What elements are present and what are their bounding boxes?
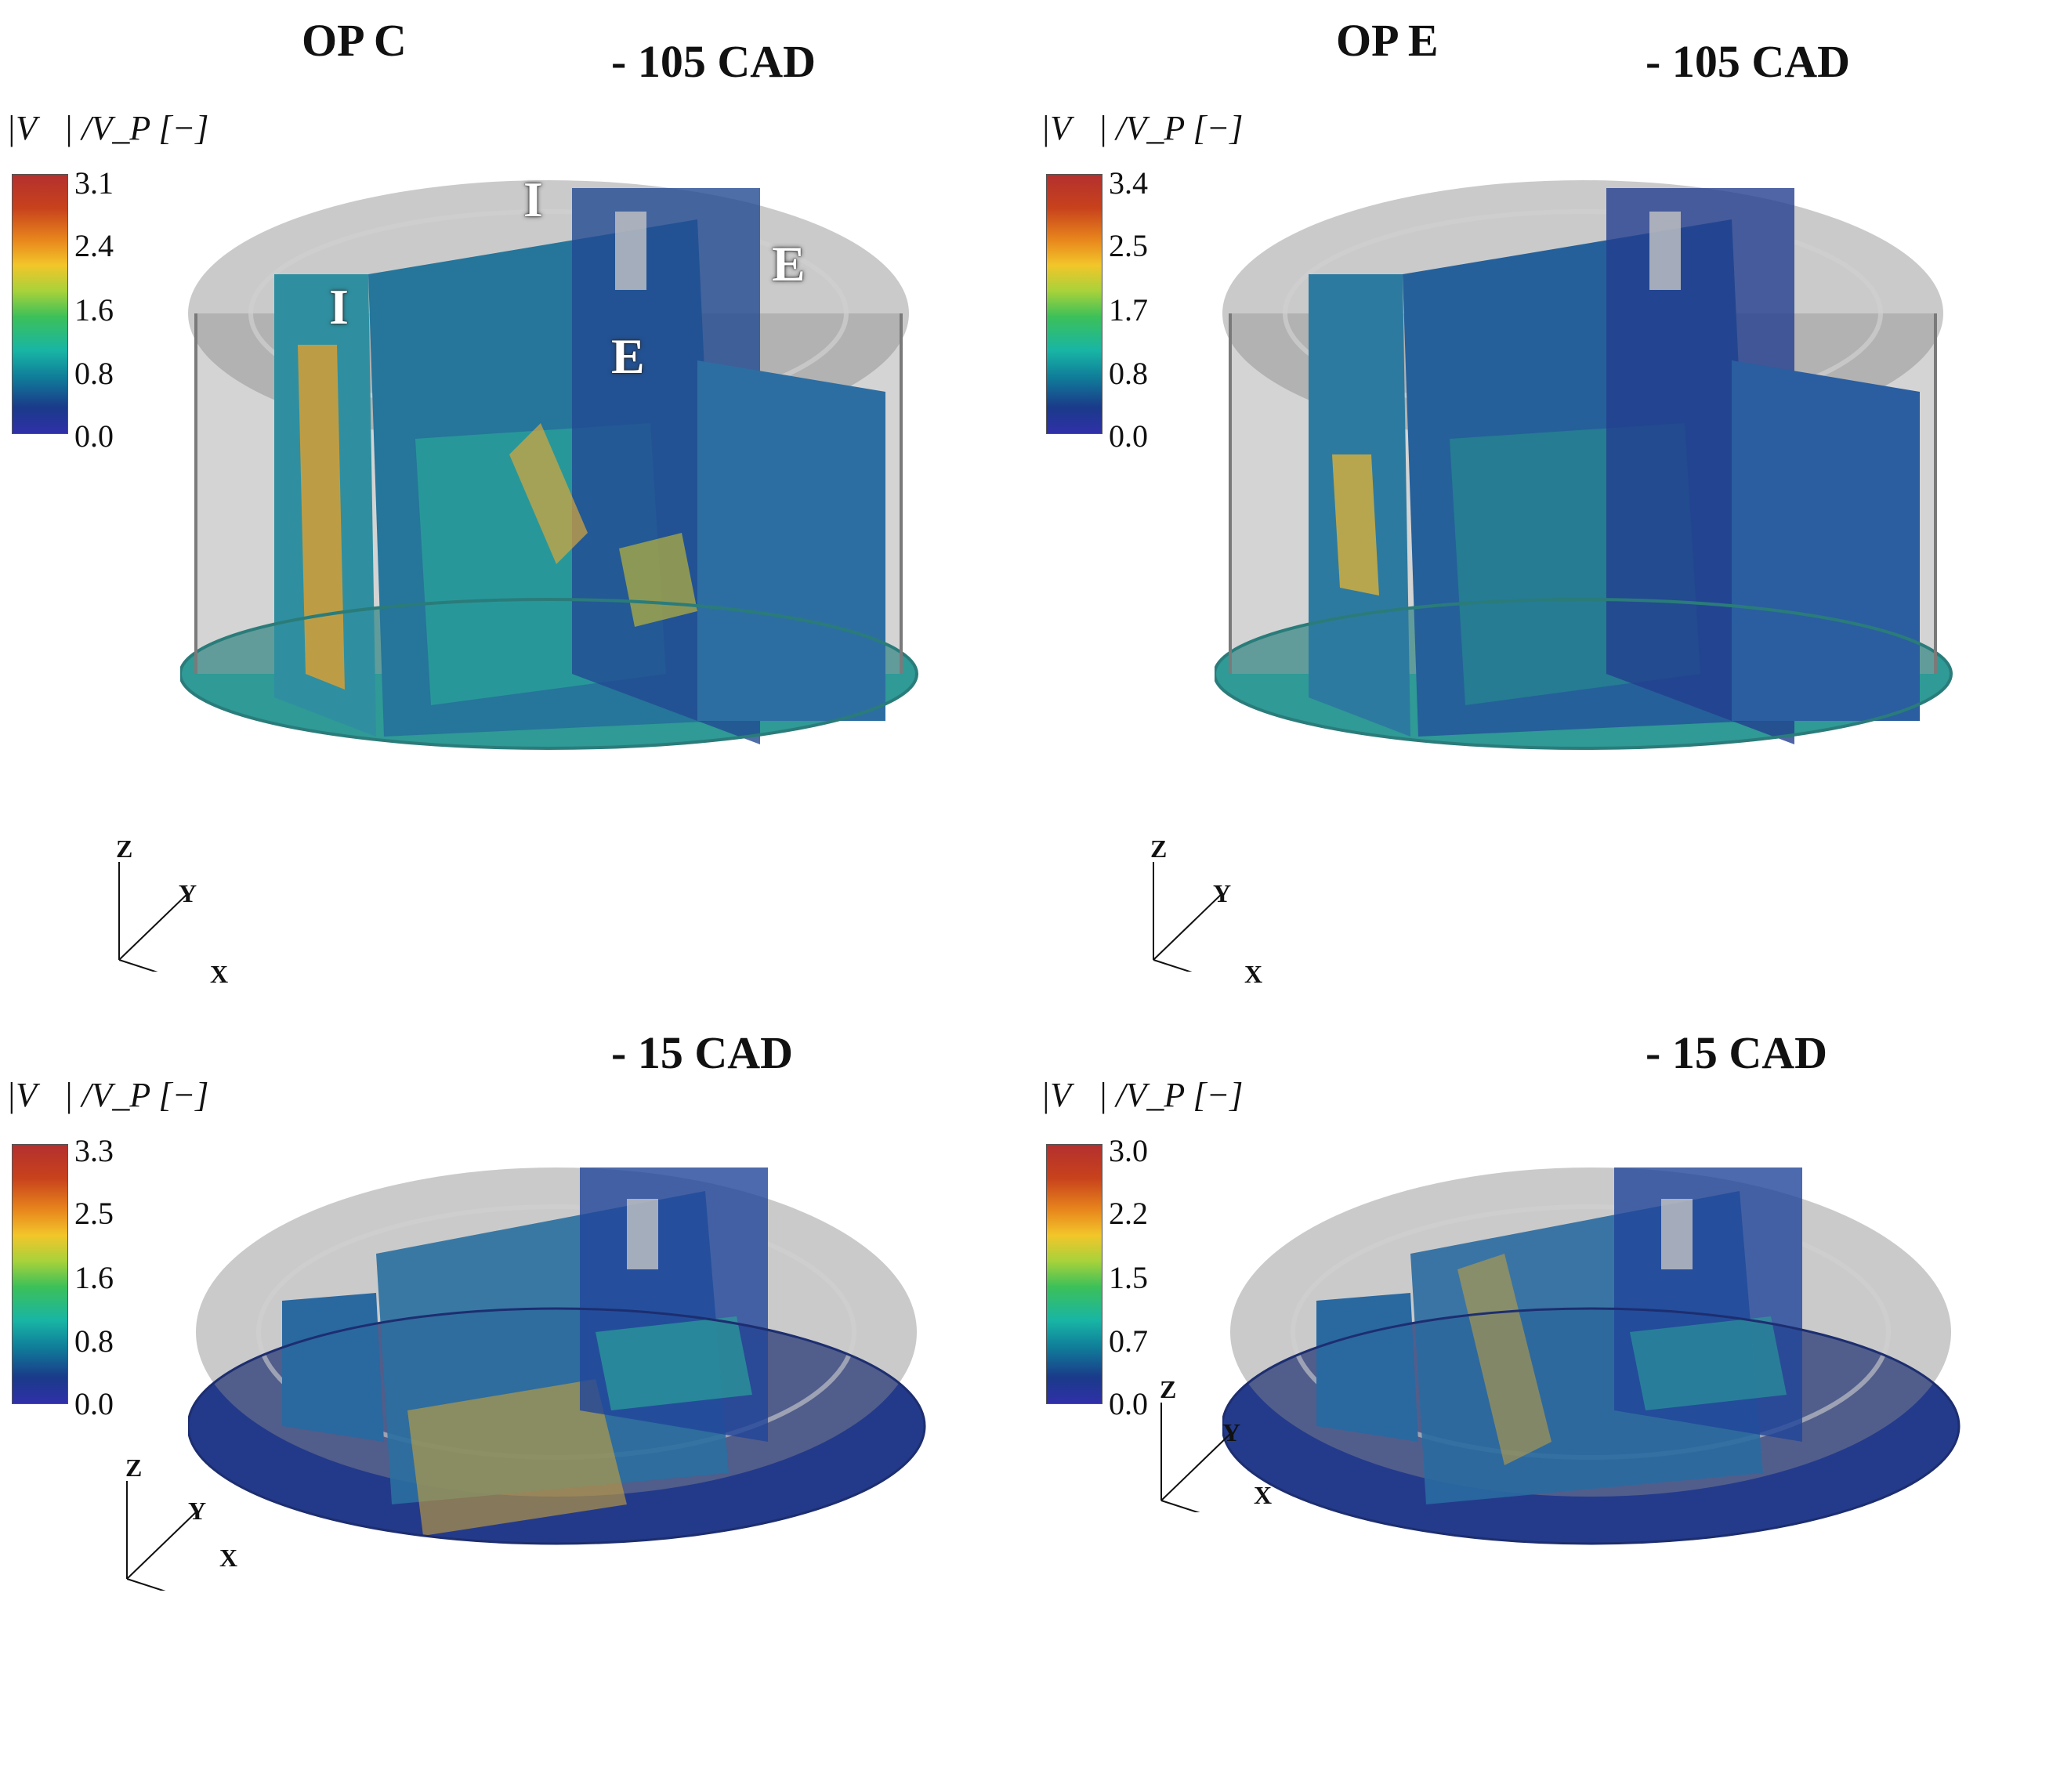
colorbar-tick: 0.0 [1109, 1386, 1148, 1421]
colorbar-tick: 0.8 [1109, 356, 1148, 391]
colorbar-tick: 3.1 [74, 165, 114, 201]
colorbar-tick: 2.5 [1109, 228, 1148, 263]
colorbar-tick: 1.6 [74, 1260, 114, 1295]
axis-y-label: Y [179, 879, 197, 907]
cad-label: - 105 CAD [611, 36, 816, 87]
axis-y-label: Y [1222, 1418, 1241, 1446]
panel-op-e-105: OP E - 105 CAD |V⃗| /V_P [−] 3.4 2.5 1.7… [1034, 0, 2069, 988]
colorbar-tick: 1.6 [74, 292, 114, 328]
colorbar-tick: 2.4 [74, 228, 114, 263]
panel-op-c-15: - 15 CAD |V⃗| /V_P [−] 3.3 2.5 1.6 0.8 0… [0, 1011, 1034, 1792]
colorbar-tick: 3.3 [74, 1133, 114, 1168]
cad-label: - 105 CAD [1646, 36, 1850, 87]
axis-x-label: X [219, 1544, 238, 1572]
colorbar-tick: 0.8 [74, 356, 114, 391]
axis-z-label: Z [1150, 834, 1168, 863]
colorbar [12, 1144, 68, 1404]
op-label: OP C [302, 15, 407, 66]
cylinder-scene [180, 180, 918, 750]
axis-y-label: Y [188, 1497, 207, 1525]
colorbar-label: |V⃗| /V_P [−] [1041, 109, 1244, 147]
axis-y-label: Y [1213, 879, 1232, 907]
op-label: OP E [1336, 15, 1439, 66]
axis-z-label: Z [1160, 1375, 1177, 1403]
axis-x-label: X [1244, 960, 1263, 988]
intake-label: I [523, 172, 543, 227]
exhaust-label: E [772, 236, 806, 291]
axis-triad [1153, 862, 1223, 972]
colorbar-tick: 0.0 [74, 418, 114, 454]
colorbar-tick: 1.5 [1109, 1260, 1148, 1295]
cad-label: - 15 CAD [1646, 1027, 1827, 1078]
axis-z-label: Z [125, 1454, 143, 1482]
colorbar-tick: 0.8 [74, 1323, 114, 1359]
panel-op-e-15: - 15 CAD |V⃗| /V_P [−] 3.0 2.2 1.5 0.7 0… [1034, 1011, 2069, 1792]
cylinder-scene [1215, 180, 1953, 750]
colorbar-label: |V⃗| /V_P [−] [6, 1076, 209, 1114]
colorbar-tick: 3.0 [1109, 1133, 1148, 1168]
cylinder-scene [1222, 1168, 1961, 1545]
colorbar-tick: 2.2 [1109, 1196, 1148, 1231]
colorbar-tick: 0.0 [74, 1386, 114, 1421]
colorbar-tick: 0.0 [1109, 418, 1148, 454]
colorbar-tick: 1.7 [1109, 292, 1148, 328]
colorbar [12, 174, 68, 434]
colorbar [1046, 1144, 1102, 1404]
colorbar-tick: 3.4 [1109, 165, 1148, 201]
axis-triad [118, 862, 189, 972]
axis-x-label: X [210, 960, 229, 988]
exhaust-label: E [611, 328, 645, 384]
colorbar-label: |V⃗| /V_P [−] [6, 109, 209, 147]
intake-label: I [329, 279, 349, 335]
cad-label: - 15 CAD [611, 1027, 793, 1078]
panel-op-c-105: OP C - 105 CAD |V⃗| /V_P [−] 3.1 2.4 1.6… [0, 0, 1034, 988]
colorbar-tick: 2.5 [74, 1196, 114, 1231]
colorbar [1046, 174, 1102, 434]
axis-x-label: X [1254, 1481, 1273, 1509]
colorbar-label: |V⃗| /V_P [−] [1041, 1076, 1244, 1114]
cylinder-scene [188, 1168, 926, 1545]
colorbar-tick: 0.7 [1109, 1323, 1148, 1359]
axis-z-label: Z [116, 834, 133, 863]
axis-triad [1160, 1403, 1231, 1512]
